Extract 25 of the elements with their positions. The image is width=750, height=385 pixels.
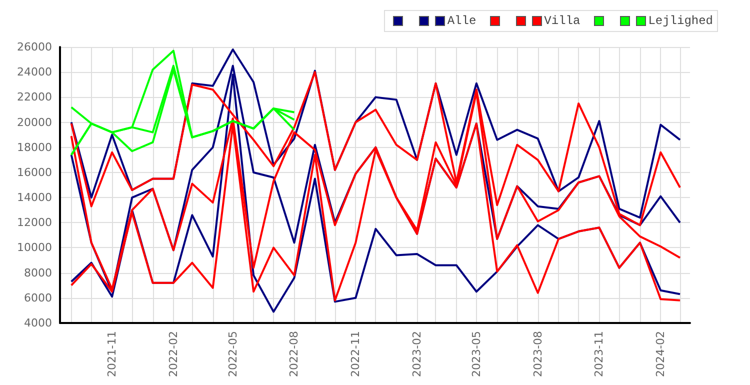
x-tick-label: 2024-02 [654,331,668,377]
x-tick-label: 2023-11 [592,331,606,377]
x-tick-label: 2021-11 [106,331,119,377]
legend-label: Lejlighed [648,14,713,28]
x-tick-label: 2023-05 [470,331,483,377]
x-tick-label: 2023-08 [531,331,544,377]
y-tick-label: 4000 [24,316,52,330]
y-tick-label: 26000 [17,40,52,54]
y-tick-label: 18000 [17,140,52,154]
y-tick-label: 20000 [17,116,52,129]
y-tick-label: 16000 [17,166,52,179]
x-tick-label: 2023-02 [410,331,424,377]
y-tick-label: 10000 [17,241,52,254]
x-tick-label: 2022-05 [226,331,240,377]
x-tick-label: 2022-11 [349,331,362,377]
legend-label: Villa [544,14,580,28]
y-tick-label: 22000 [17,90,52,104]
legend-label: Alle [447,14,476,28]
y-tick-label: 6000 [24,291,52,304]
x-tick-label: 2022-02 [166,331,180,377]
y-tick-label: 8000 [24,266,52,280]
y-tick-label: 14000 [17,191,52,204]
y-tick-label: 12000 [17,216,52,230]
y-tick-label: 24000 [17,66,52,79]
x-tick-label: 2022-08 [288,331,301,377]
